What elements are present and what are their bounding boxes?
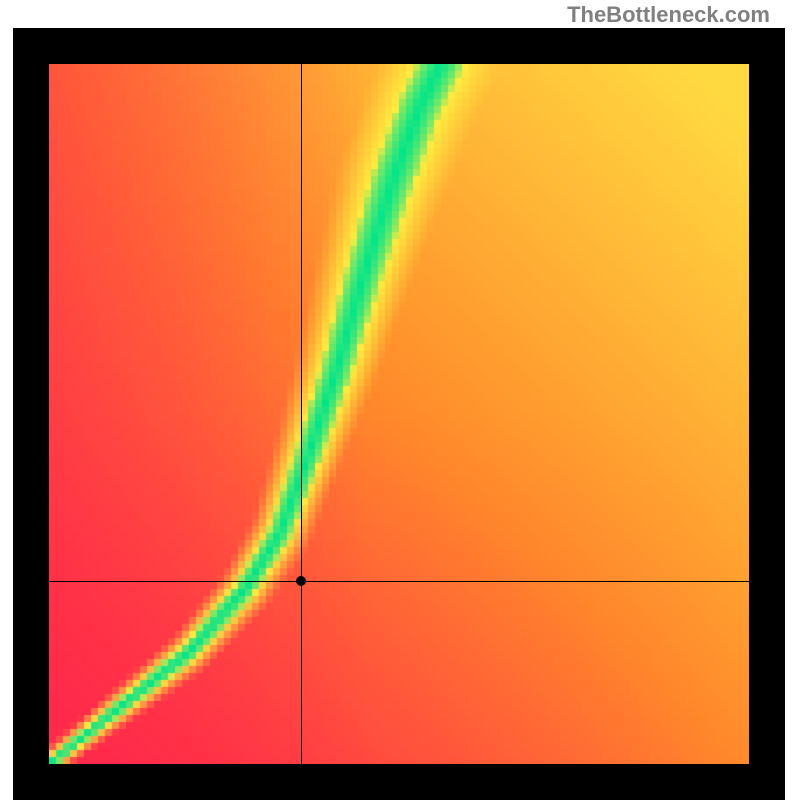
watermark: TheBottleneck.com <box>567 2 770 28</box>
crosshair-dot <box>296 576 306 586</box>
chart-frame <box>13 28 785 800</box>
crosshair-vertical <box>301 64 302 764</box>
heatmap-canvas <box>49 64 749 764</box>
crosshair-horizontal <box>49 581 749 582</box>
